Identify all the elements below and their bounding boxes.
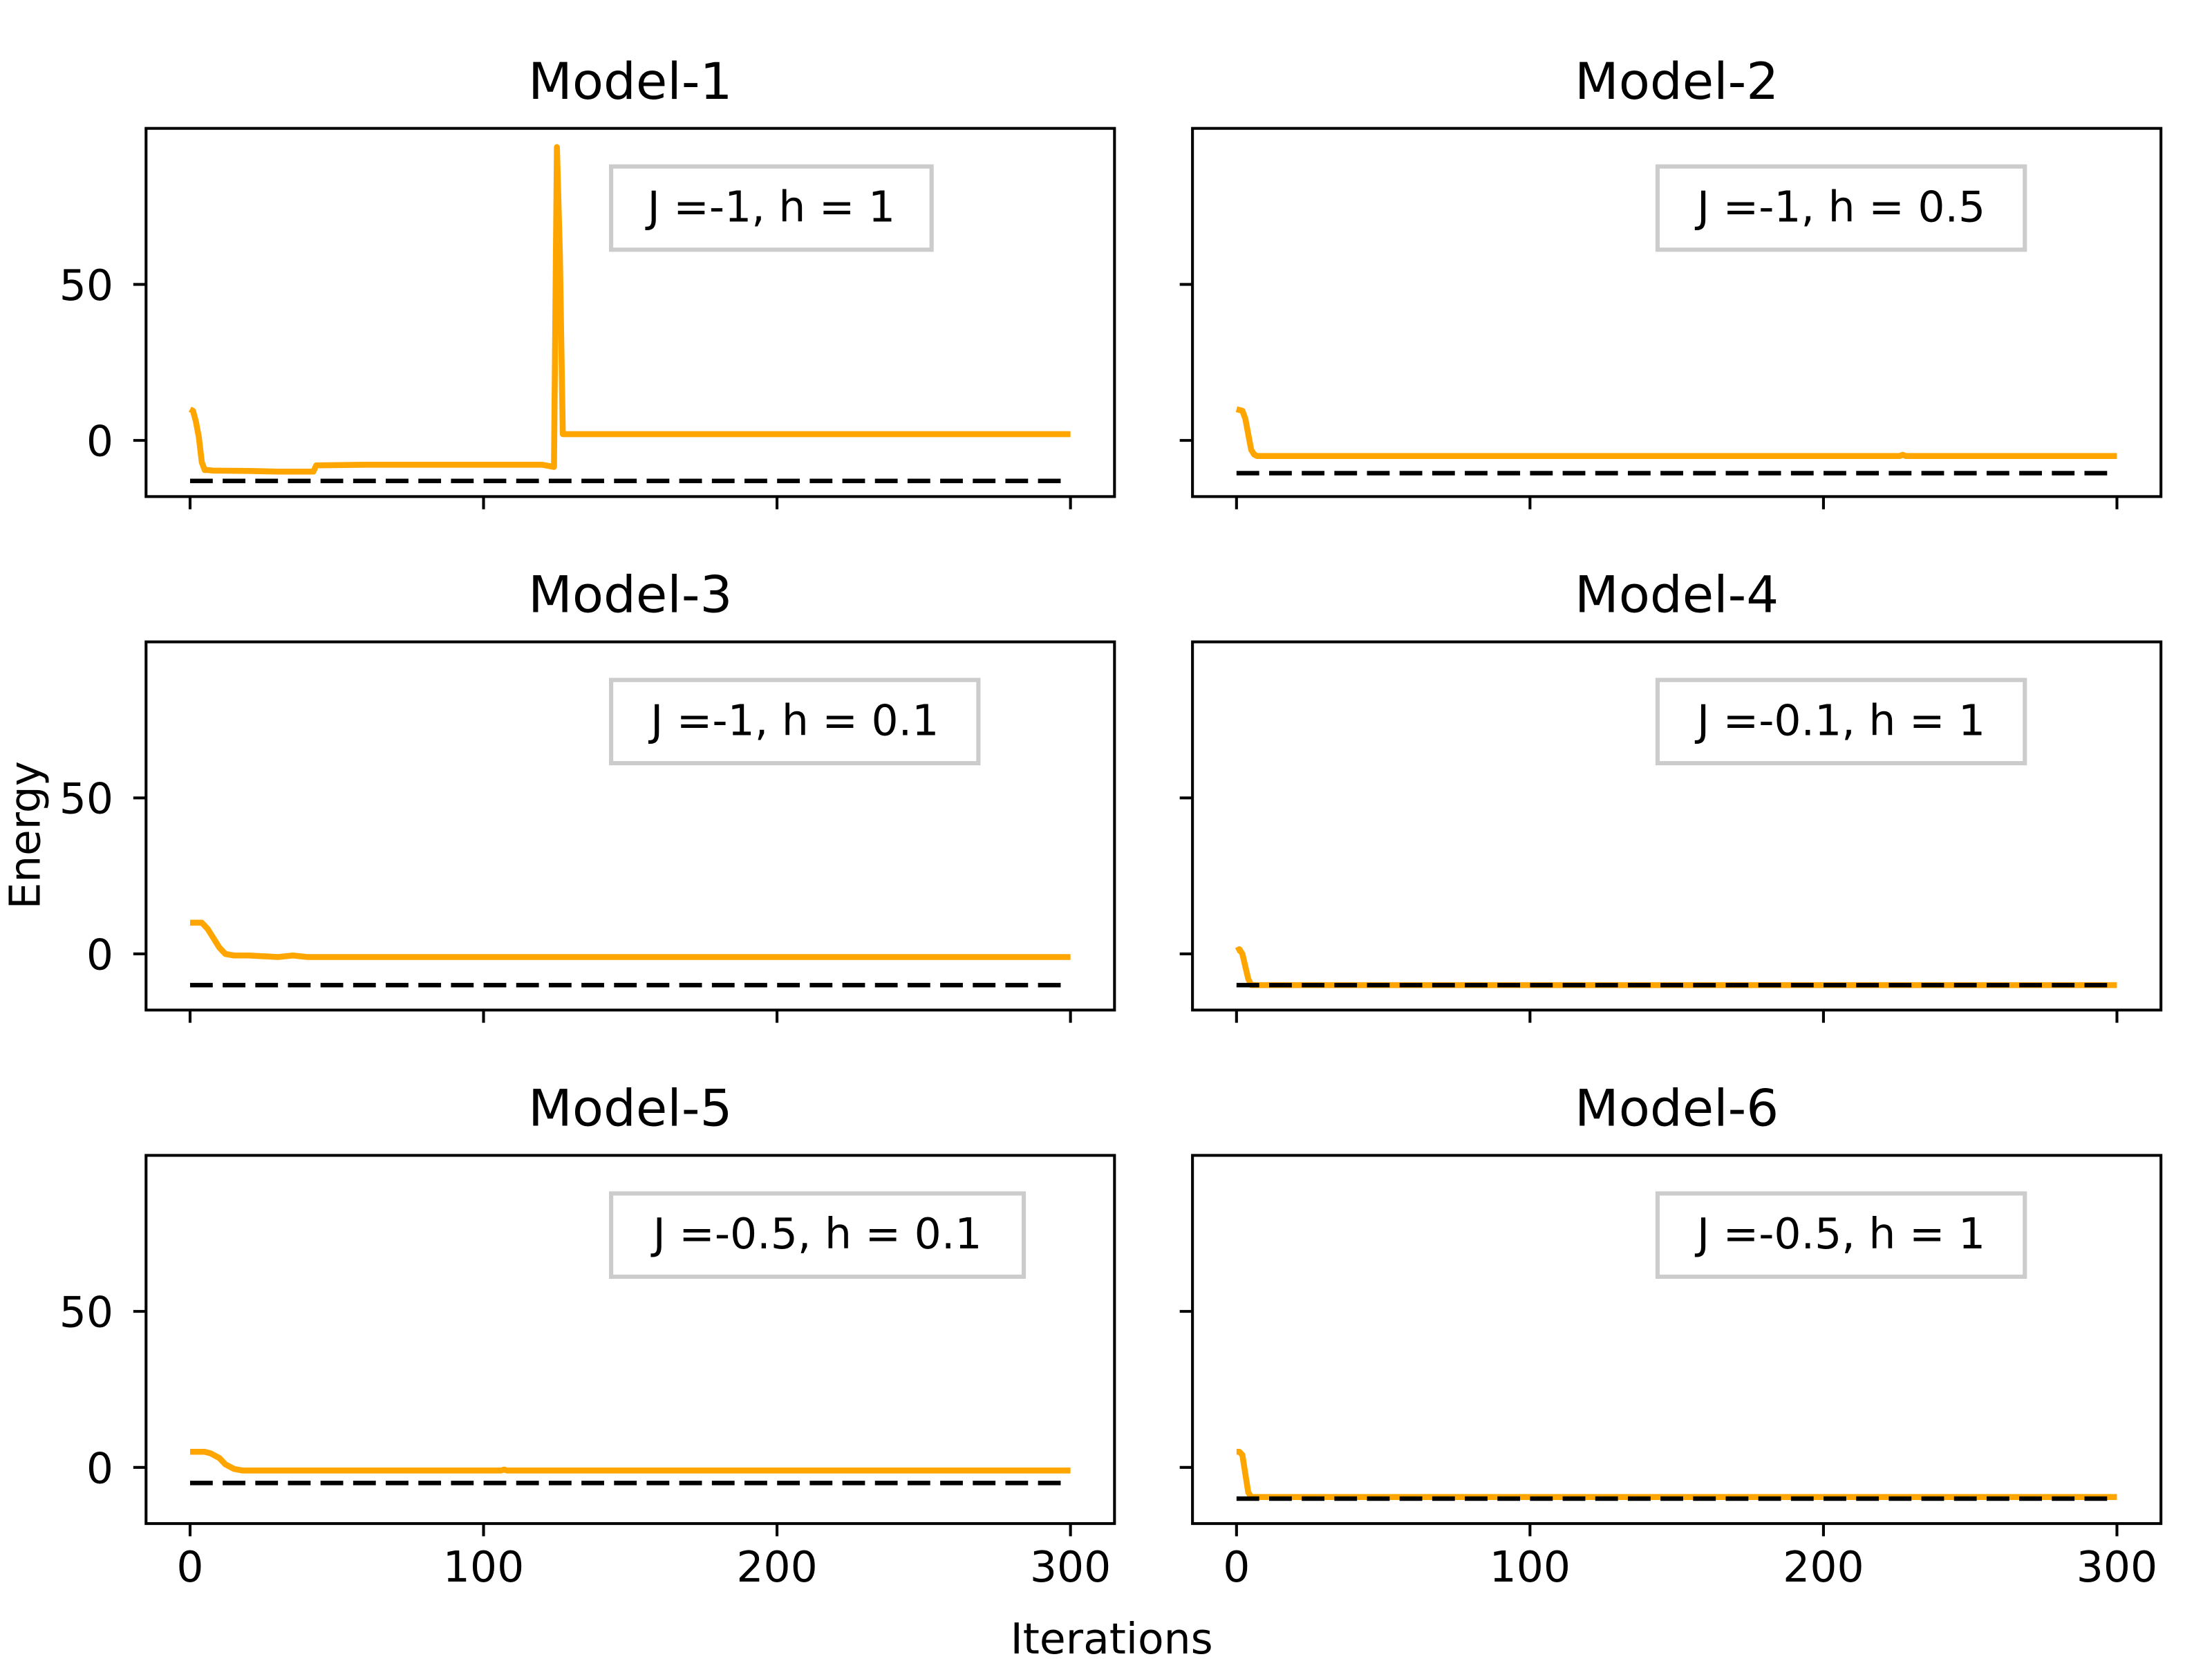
annotation-box: [609, 164, 934, 252]
y-axis-label: Energy: [1, 761, 50, 909]
x-tick-label: 0: [176, 1543, 203, 1592]
axes-frame: [144, 640, 1116, 1012]
x-tick-label: 300: [1030, 1543, 1111, 1592]
subplot-title: Model-5: [528, 1080, 732, 1138]
annotation-text: J =-1, h = 1: [645, 183, 896, 232]
axes-frame: [144, 126, 1116, 498]
subplot-grid: Model-1 0 50 J =-1, h = 1 Model-2 J =-1, h = …: [59, 53, 2163, 1592]
energy-line: [189, 919, 1071, 960]
axes-frame: [1191, 1154, 2163, 1526]
y-tick-label: 0: [86, 931, 113, 980]
x-tick-label: 200: [736, 1543, 817, 1592]
axes-frame: [1191, 640, 2163, 1012]
subplot-title: Model-6: [1575, 1080, 1779, 1138]
subplot-2: Model-2 J =-1, h = 0.5: [1179, 53, 2163, 509]
subplot-3: Model-3 0 50 J =-1, h = 0.1: [59, 566, 1116, 1023]
subplot-5: Model-5 0 100 200 300 0 50 J =-0.5, h = 0.1: [59, 1080, 1116, 1592]
y-tick-label: 0: [86, 1444, 113, 1493]
annotation-text: J =-0.5, h = 0.1: [650, 1210, 982, 1259]
annotation-box: [1655, 1191, 2027, 1279]
x-tick-label: 100: [443, 1543, 524, 1592]
annotation-box: [1655, 677, 2027, 766]
y-tick-label: 0: [86, 418, 113, 467]
subplot-6: Model-6 0 100 200 300 J =-0.5, h = 1: [1179, 1080, 2163, 1592]
annotation-box: [1655, 164, 2027, 252]
subplot-title: Model-2: [1575, 53, 1779, 111]
annotation-text: J =-1, h = 0.1: [648, 696, 939, 745]
energy-line: [188, 144, 1071, 475]
subplot-title: Model-1: [528, 53, 732, 111]
subplot-title: Model-4: [1575, 566, 1779, 625]
y-tick-label: 50: [59, 261, 113, 310]
annotation-text: J =-0.5, h = 1: [1694, 1210, 1985, 1259]
axes-frame: [1191, 126, 2163, 498]
annotation-text: J =-0.1, h = 1: [1694, 696, 1985, 745]
axes-frame: [144, 1154, 1116, 1526]
x-tick-label: 100: [1490, 1543, 1571, 1592]
annotation-box: [609, 677, 981, 766]
x-tick-label: 200: [1783, 1543, 1864, 1592]
subplot-1: Model-1 0 50 J =-1, h = 1: [59, 53, 1116, 509]
subplot-4: Model-4 J =-0.1, h = 1: [1179, 566, 2163, 1023]
x-tick-label: 0: [1223, 1543, 1250, 1592]
y-tick-label: 50: [59, 775, 113, 824]
x-tick-label: 300: [2077, 1543, 2157, 1592]
energy-line: [189, 1448, 1071, 1474]
annotation-box: [609, 1191, 1027, 1279]
y-tick-label: 50: [59, 1288, 113, 1338]
energy-line: [1235, 406, 2117, 459]
annotation-text: J =-1, h = 0.5: [1694, 183, 1985, 232]
x-axis-label: Iterations: [1011, 1615, 1213, 1659]
subplot-title: Model-3: [528, 566, 732, 625]
